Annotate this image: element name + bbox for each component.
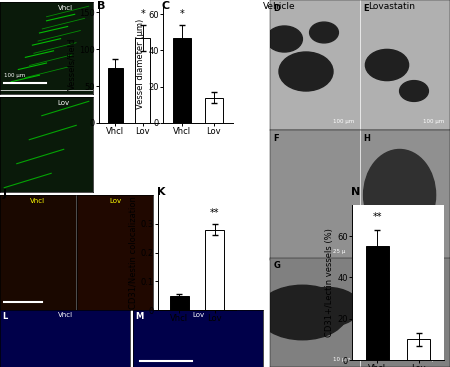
Text: G: G: [274, 261, 280, 270]
Bar: [407, 339, 430, 360]
Text: Vhcl: Vhcl: [58, 312, 72, 318]
Y-axis label: Vessel diameter (μm): Vessel diameter (μm): [136, 19, 145, 109]
Text: Vhcl: Vhcl: [58, 5, 73, 11]
Text: 10 μm: 10 μm: [423, 357, 441, 361]
Circle shape: [365, 50, 409, 81]
Text: *: *: [180, 9, 184, 19]
Bar: [173, 38, 191, 123]
Text: H: H: [364, 134, 370, 143]
Bar: [205, 98, 223, 123]
Circle shape: [295, 287, 360, 327]
Text: 100 μm: 100 μm: [4, 73, 26, 79]
Text: Vehicle: Vehicle: [263, 2, 295, 11]
Circle shape: [279, 52, 333, 91]
Bar: [365, 246, 389, 360]
Circle shape: [310, 22, 338, 43]
Text: C: C: [162, 1, 170, 11]
Text: Lovastatin: Lovastatin: [368, 2, 415, 11]
Text: E: E: [364, 4, 369, 13]
Text: Lov: Lov: [192, 312, 204, 318]
Text: 100 μm: 100 μm: [423, 119, 444, 124]
Bar: [108, 68, 123, 123]
Ellipse shape: [364, 149, 436, 240]
Bar: [205, 229, 225, 310]
Text: **: **: [372, 212, 382, 222]
Text: M: M: [135, 312, 144, 321]
Text: *: *: [140, 9, 145, 19]
Text: 100 μm: 100 μm: [333, 119, 354, 124]
Text: D: D: [274, 4, 281, 13]
Circle shape: [400, 81, 428, 101]
Text: Vhcl: Vhcl: [31, 199, 45, 204]
Text: 25 μ: 25 μ: [423, 248, 435, 254]
Bar: [170, 296, 189, 310]
Text: 10 μm: 10 μm: [333, 357, 351, 361]
Circle shape: [266, 26, 302, 52]
Text: 25 μ: 25 μ: [333, 248, 345, 254]
Text: **: **: [210, 208, 220, 218]
Text: L: L: [3, 312, 8, 321]
Text: Lov: Lov: [109, 199, 121, 204]
Text: B: B: [97, 1, 105, 11]
Text: Lov: Lov: [58, 100, 70, 106]
Text: N: N: [351, 187, 360, 197]
Y-axis label: Vessels/field: Vessels/field: [68, 38, 76, 90]
Text: J: J: [2, 189, 6, 199]
Text: K: K: [158, 187, 166, 197]
Text: F: F: [274, 134, 279, 143]
Y-axis label: CD31+/Lectin vessels (%): CD31+/Lectin vessels (%): [325, 228, 334, 337]
Circle shape: [257, 285, 347, 340]
Text: I: I: [364, 261, 367, 270]
Y-axis label: CD31/Nestin colocalization: CD31/Nestin colocalization: [129, 196, 138, 309]
Bar: [135, 38, 150, 123]
